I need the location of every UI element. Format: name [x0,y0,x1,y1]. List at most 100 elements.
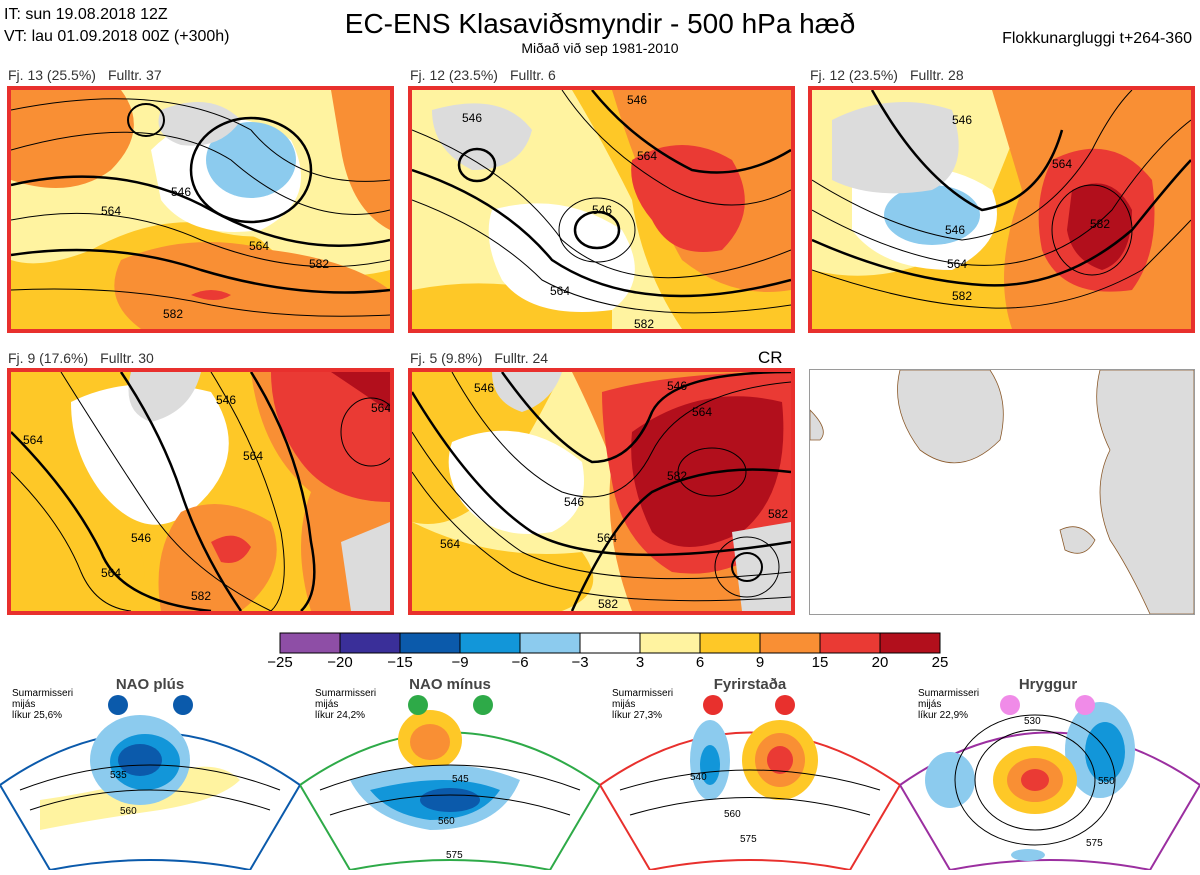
regime-title: Fyrirstaða [713,676,787,693]
contour-label: 582 [309,257,329,271]
panel-5-count: Fj. 5 (9.8%) [410,350,483,366]
colorbar-tick-label: −25 [267,654,293,671]
colorbar-swatch [339,632,401,654]
colorbar-tick-label: −15 [387,654,413,671]
regime-label: 550 [1098,776,1115,787]
colorbar-tick-label: −20 [327,654,353,671]
regime-marker [108,695,128,715]
contour-label: 564 [947,257,967,271]
colorbar-tick-label: 9 [755,654,765,671]
colorbar-swatch [699,632,761,654]
regime-label: 560 [438,816,455,827]
contour-label: 582 [768,507,788,521]
regime-blocking: 540 560 575 Fyrirstaða Sumarmisseri mijás… [598,676,902,872]
regime-note: Sumarmisseri mijás líkur 27,3% [612,688,674,721]
regime-marker [173,695,193,715]
regime-note: Sumarmisseri mijás líkur 24,2% [315,688,377,721]
contour-label: 582 [191,589,211,603]
contour-label: 564 [101,204,121,218]
regime-label: 530 [1024,716,1041,727]
cluster-map-1[interactable]: 546 564 564 582 582 [7,86,394,333]
contour-label: 564 [243,449,263,463]
colorbar-swatch [819,632,881,654]
panel-3-rep: Fulltr. 28 [909,67,964,83]
colorbar-tick-label: −9 [451,654,469,671]
panel-2-count: Fj. 12 (23.5%) [410,67,498,83]
colorbar-swatch [759,632,821,654]
valid-time: VT: lau 01.09.2018 00Z (+300h) [4,28,230,45]
regime-nao-plus: 535 560 NAO plús Sumarmisseri mijás líkur … [0,676,302,872]
panel-1-count: Fj. 13 (25.5%) [8,67,96,83]
base-map [809,369,1195,615]
regime-note: Sumarmisseri mijás líkur 25,6% [12,688,74,721]
contour-label: 546 [216,393,236,407]
colorbar-tick-label: −3 [571,654,589,671]
contour-label: 546 [952,113,972,127]
regime-note: Sumarmisseri mijás líkur 22,9% [918,688,980,721]
regime-label: 575 [740,834,757,845]
contour-label: 582 [1090,217,1110,231]
regime-label: 560 [724,809,741,820]
colorbar-swatch [279,632,341,654]
panel-3-label: Fj. 12 (23.5%) Fulltr. 28 [810,67,976,83]
regime-marker [473,695,493,715]
regime-title: NAO plús [115,676,185,693]
cluster-map-4[interactable]: 564 546 564 546 564 564 582 [7,368,394,615]
contour-label: 564 [597,531,617,545]
contour-label: 564 [249,239,269,253]
cr-label: CR [758,348,783,367]
panel-5-rep: Fulltr. 24 [494,350,549,366]
colorbar-swatch [399,632,461,654]
regime-marker [1000,695,1020,715]
contour-label: 564 [440,537,460,551]
contour-label: 564 [692,405,712,419]
contour-label: 546 [131,531,151,545]
contour-label: 564 [1052,157,1072,171]
contour-label: 582 [598,597,618,611]
cluster-map-2[interactable]: 546 546 564 546 564 582 [408,86,795,333]
panel-4-label: Fj. 9 (17.6%) Fulltr. 30 [8,350,166,366]
colorbar-tick-label: 3 [635,654,645,671]
cluster-map-3[interactable]: 546 546 564 582 564 582 [808,86,1195,333]
regime-label: 535 [110,770,127,781]
cluster-map-5[interactable]: 546 546 564 582 546 564 582 564 582 [408,368,795,615]
colorbar-swatch [639,632,701,654]
regime-ridge: 530 550 575 Hryggur Sumarmisseri mijás lík… [898,676,1200,872]
colorbar [278,632,948,659]
panel-1-rep: Fulltr. 37 [107,67,162,83]
contour-label: 546 [945,223,965,237]
contour-label: 546 [171,185,191,199]
panel-2-rep: Fulltr. 6 [509,67,556,83]
panel-5-label: Fj. 5 (9.8%) Fulltr. 24 [410,350,560,366]
colorbar-swatches [279,632,941,654]
regime-title: NAO mínus [409,676,491,693]
regime-label: 575 [446,850,463,861]
regime-label: 545 [452,774,469,785]
panel-2-label: Fj. 12 (23.5%) Fulltr. 6 [410,67,568,83]
colorbar-tick-label: 25 [931,654,949,671]
contour-label: 582 [163,307,183,321]
colorbar-swatch [879,632,941,654]
contour-label: 546 [667,379,687,393]
contour-label: 546 [564,495,584,509]
contour-label: 546 [627,93,647,107]
contour-label: 582 [952,289,972,303]
regime-nao-minus: 545 560 575 NAO mínus Sumarmisseri mijás l… [298,676,602,872]
colorbar-tick-label: 20 [871,654,889,671]
initial-time: IT: sun 19.08.2018 12Z [4,6,168,23]
colorbar-swatch [519,632,581,654]
contour-label: 564 [101,566,121,580]
panel-4-rep: Fulltr. 30 [100,350,154,366]
header-times: IT: sun 19.08.2018 12Z VT: lau 01.09.201… [4,4,230,48]
panel-4-count: Fj. 9 (17.6%) [8,350,89,366]
contour-label: 564 [371,401,390,415]
contour-label: 546 [462,111,482,125]
contour-label: 546 [592,203,612,217]
classification-window: Flokkunargluggi t+264-360 [1002,30,1192,47]
contour-label: 564 [23,433,43,447]
colorbar-tick-label: 6 [695,654,705,671]
contour-label: 564 [637,149,657,163]
regime-marker [408,695,428,715]
contour-label: 582 [667,469,687,483]
regime-marker [775,695,795,715]
